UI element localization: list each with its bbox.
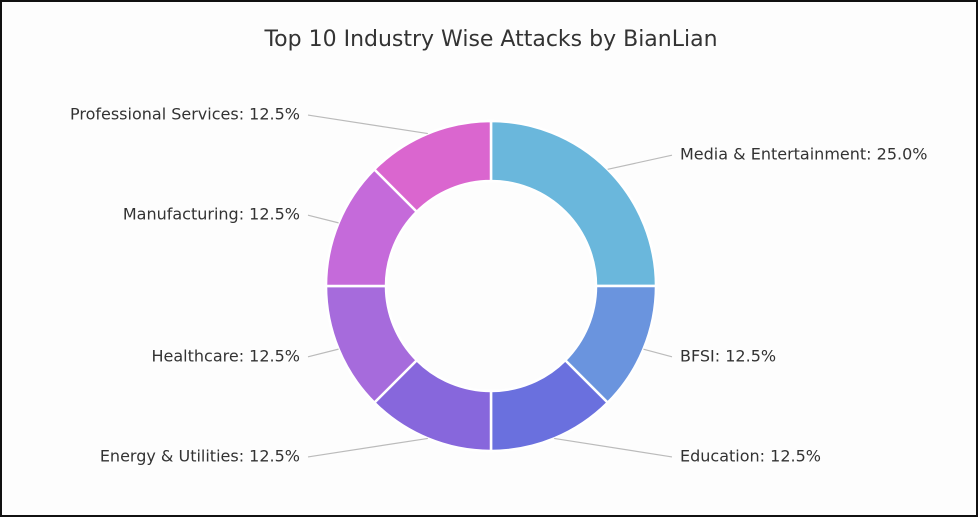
- donut-slice: [489, 119, 658, 288]
- leader-line: [643, 348, 673, 358]
- leader-line: [607, 154, 673, 170]
- donut-slice: [372, 119, 493, 214]
- data-label: Education: 12.5%: [680, 446, 821, 465]
- leader-line: [307, 114, 428, 135]
- leader-line: [554, 437, 673, 458]
- leader-line: [307, 437, 428, 458]
- data-label: Healthcare: 12.5%: [151, 346, 300, 365]
- leader-line: [307, 214, 339, 224]
- data-label: Energy & Utilities: 12.5%: [100, 446, 300, 465]
- leader-line: [307, 348, 339, 358]
- data-label: BFSI: 12.5%: [680, 346, 776, 365]
- chart-title: Top 10 Industry Wise Attacks by BianLian: [263, 27, 717, 52]
- data-label: Professional Services: 12.5%: [70, 105, 300, 124]
- data-label: Manufacturing: 12.5%: [123, 205, 300, 224]
- data-label: Media & Entertainment: 25.0%: [680, 145, 927, 164]
